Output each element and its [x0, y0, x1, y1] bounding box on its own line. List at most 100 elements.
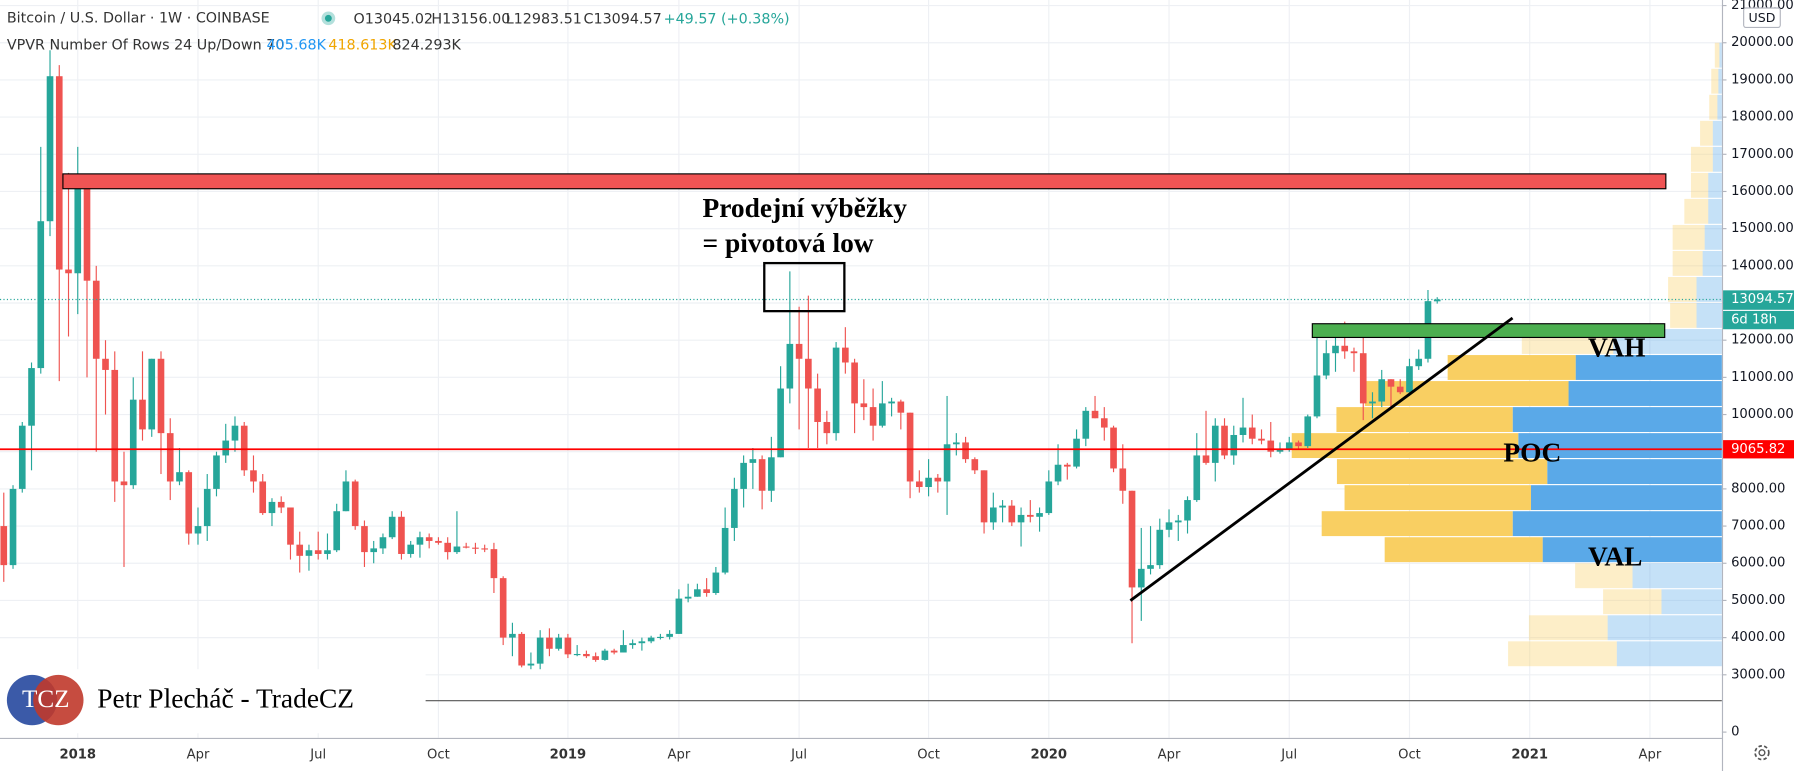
candle-body	[934, 477, 942, 482]
y-tick-label: 19000.00	[1731, 72, 1794, 87]
profile-up	[1575, 355, 1722, 380]
candle-body	[1322, 353, 1330, 376]
candle-body	[342, 481, 350, 512]
x-tick-label: Apr	[668, 747, 691, 762]
candle-body	[296, 544, 304, 556]
candle-body	[1415, 358, 1423, 367]
candle-body	[18, 425, 26, 489]
candle-body	[768, 457, 775, 491]
y-tick-label: 11000.00	[1731, 370, 1794, 385]
candle-body	[1165, 522, 1173, 530]
volume-profile	[1291, 42, 1722, 667]
candle-body	[953, 442, 960, 445]
candle-body	[657, 636, 664, 639]
candle-body	[906, 412, 914, 482]
profile-up	[1712, 146, 1722, 172]
profile-up	[1518, 433, 1722, 459]
profile-down	[1690, 146, 1713, 172]
profile-up	[1542, 537, 1722, 563]
candle-body	[1406, 366, 1413, 393]
candle-body	[324, 550, 331, 554]
candle-body	[120, 481, 128, 486]
candle-body	[666, 633, 673, 637]
y-tick-label: 17000.00	[1731, 147, 1794, 162]
candle-body	[703, 589, 710, 594]
author: Petr Plecháč - TradeCZ	[97, 684, 354, 714]
profile-down	[1668, 276, 1697, 302]
candle-body	[453, 546, 461, 553]
last-price-label: 13094.57	[1731, 292, 1794, 307]
pane-tick-label: 0	[1731, 725, 1739, 740]
x-tick-label: 2021	[1511, 747, 1548, 762]
y-tick-label: 8000.00	[1731, 481, 1785, 496]
candle-body	[351, 481, 359, 527]
candle-body	[564, 637, 572, 655]
ohlc-high: H13156.00	[431, 11, 510, 27]
candle-body	[129, 399, 137, 486]
candle-body	[481, 548, 488, 550]
candle-body	[425, 537, 433, 541]
profile-up	[1568, 381, 1722, 406]
candle-body	[971, 459, 979, 471]
profile-down	[1672, 250, 1703, 276]
candle-body	[1073, 438, 1080, 467]
candle-body	[1248, 427, 1256, 439]
val-label: VAL	[1588, 542, 1642, 572]
candle-body	[277, 501, 285, 508]
candle-body	[832, 347, 840, 434]
x-tick-label: Jul	[309, 747, 326, 762]
candle-body	[157, 358, 165, 434]
candle-body	[74, 184, 82, 274]
profile-up	[1661, 589, 1722, 615]
candle-body	[37, 221, 45, 369]
profile-up	[1512, 407, 1722, 432]
candle-body	[176, 472, 183, 482]
y-tick-label: 15000.00	[1731, 221, 1794, 236]
y-tick-label: 16000.00	[1731, 184, 1794, 199]
candle-body	[962, 442, 969, 460]
y-tick-label: 20000.00	[1731, 35, 1794, 50]
candle-body	[795, 343, 803, 359]
x-tick-label: Oct	[427, 747, 450, 762]
y-tick-label: 6000.00	[1731, 556, 1785, 571]
candle-body	[1017, 514, 1025, 523]
ohlc-close: C13094.57	[584, 11, 662, 27]
profile-down	[1603, 589, 1662, 615]
profile-down	[1508, 641, 1617, 667]
candle-body	[1267, 440, 1275, 452]
candle-body	[546, 637, 553, 649]
candle-body	[999, 505, 1006, 508]
candle-body	[1156, 529, 1164, 566]
profile-up	[1717, 94, 1722, 120]
candle-body	[379, 537, 387, 549]
candle-body	[573, 653, 581, 656]
candle-body	[1221, 425, 1228, 456]
settings-icon[interactable]	[1754, 744, 1770, 761]
candle-body	[1082, 410, 1090, 439]
poc-label: POC	[1503, 438, 1561, 468]
trend-line	[1129, 316, 1514, 602]
x-tick-label: Apr	[1639, 747, 1662, 762]
profile-down	[1714, 42, 1720, 68]
profile-up	[1704, 224, 1722, 250]
candle-body	[462, 546, 470, 548]
candle-body	[647, 637, 655, 642]
candle-body	[28, 368, 35, 426]
candle-body	[148, 358, 156, 430]
candle-body	[786, 343, 794, 389]
indicator-down: 418.613K	[328, 38, 397, 54]
candle-body	[416, 537, 424, 545]
candle-body	[712, 572, 720, 594]
ohlc-change: +49.57 (+0.38%)	[664, 11, 790, 27]
callout-text: Prodejní výběžky	[702, 193, 907, 223]
candle-body	[333, 511, 341, 551]
ohlc-low: L12983.51	[506, 11, 582, 27]
currency-box[interactable]	[1743, 7, 1781, 29]
candle-body	[1063, 464, 1071, 467]
candle-body	[111, 369, 119, 482]
candle-body	[259, 481, 267, 514]
candle-body	[398, 516, 405, 554]
candle-body	[758, 459, 766, 491]
candle-body	[610, 650, 618, 653]
